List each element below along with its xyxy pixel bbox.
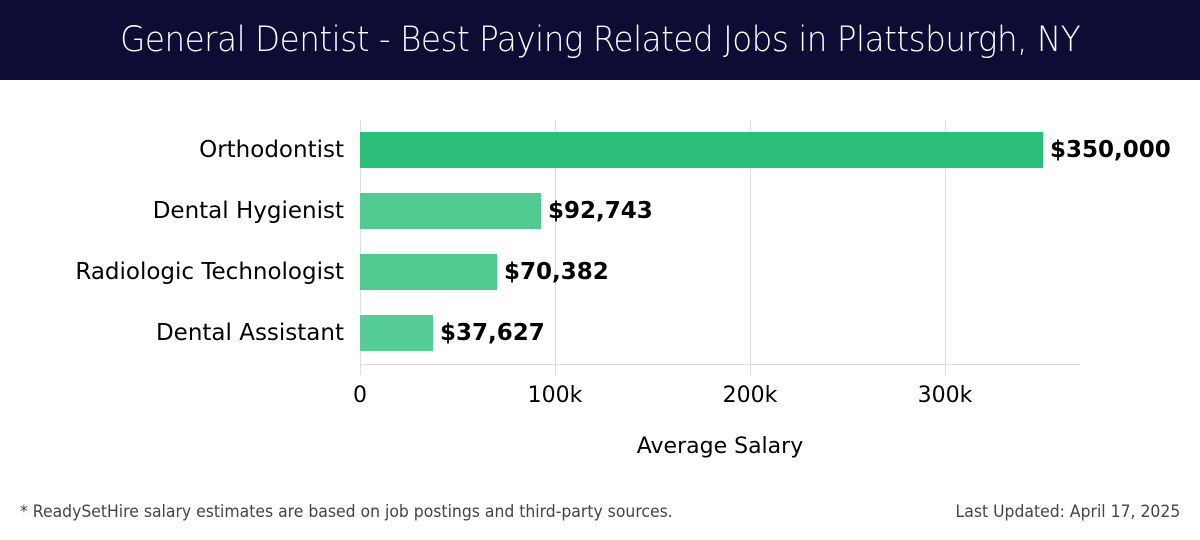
x-tick-label: 200k: [722, 383, 778, 408]
gridline: [750, 120, 751, 375]
bar-dental-hygienist: [360, 193, 541, 229]
category-label: Dental Hygienist: [152, 198, 344, 224]
title-banner: General Dentist - Best Paying Related Jo…: [0, 0, 1200, 80]
gridline: [360, 120, 361, 375]
last-updated: Last Updated: April 17, 2025: [955, 502, 1180, 522]
bar-value-label: $70,382: [504, 259, 609, 285]
bar-orthodontist: [360, 132, 1043, 168]
x-axis-line: [360, 364, 1080, 365]
x-tick-label: 300k: [917, 383, 973, 408]
category-label: Orthodontist: [199, 137, 344, 163]
bar-value-label: $92,743: [548, 198, 653, 224]
footnote: * ReadySetHire salary estimates are base…: [20, 502, 673, 522]
x-axis-title: Average Salary: [636, 434, 804, 459]
x-tick-label: 100k: [527, 383, 583, 408]
gridline: [945, 120, 946, 375]
chart-title: General Dentist - Best Paying Related Jo…: [119, 20, 1081, 60]
plot-area: $350,000 $92,743 $70,382 $37,627: [360, 120, 1171, 375]
x-tick-label: 0: [353, 383, 367, 408]
bar-dental-assistant: [360, 315, 433, 351]
bar-value-label: $350,000: [1050, 137, 1171, 163]
bar-radiologic-technologist: [360, 254, 497, 290]
category-label: Dental Assistant: [155, 320, 344, 346]
bar-value-label: $37,627: [440, 320, 545, 346]
gridline: [555, 120, 556, 375]
category-label: Radiologic Technologist: [75, 259, 344, 285]
